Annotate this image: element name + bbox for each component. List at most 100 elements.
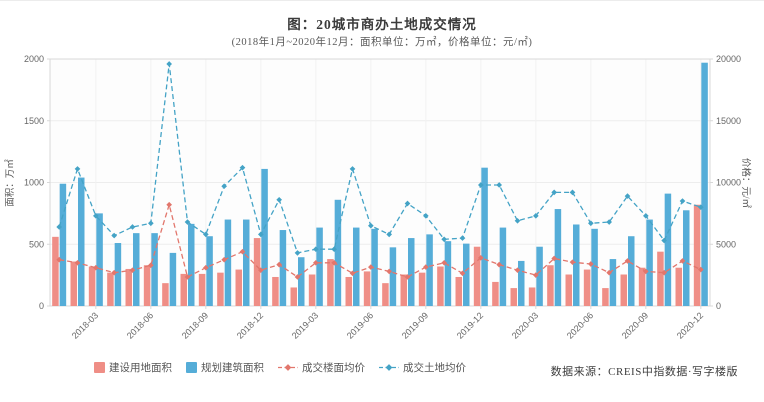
floor-avg-price-marker: [514, 267, 521, 274]
floor-avg-price-marker: [698, 266, 704, 273]
bar-construction-area: [70, 261, 77, 306]
bar-construction-area: [345, 276, 352, 306]
right-tick-label: 5000: [716, 239, 736, 249]
bar-construction-area: [107, 272, 114, 306]
floor-avg-price-line-marker-icon: [278, 363, 298, 372]
bar-construction-area: [253, 238, 261, 306]
legend-label: 规划建筑面积: [201, 362, 264, 374]
bar-construction-area: [327, 259, 334, 306]
bar-construction-area: [180, 273, 187, 306]
legend-item-land-avg-price: 成交土地均价: [379, 360, 466, 375]
land-avg-price-marker: [569, 189, 576, 196]
bar-planned-building-area: [114, 243, 122, 306]
legend-label: 成交土地均价: [403, 362, 466, 374]
x-tick-label: 2018-12: [235, 310, 265, 340]
bar-construction-area: [473, 246, 481, 306]
construction-area-swatch-icon: [94, 362, 105, 373]
bar-construction-area: [675, 267, 682, 306]
bar-planned-building-area: [426, 234, 433, 306]
bar-planned-building-area: [151, 233, 158, 306]
plot-border: [49, 58, 711, 307]
bar-construction-area: [125, 268, 132, 306]
x-tick-label: 2020-06: [565, 310, 595, 340]
land-avg-price-line-marker-icon: [379, 363, 399, 372]
bar-planned-building-area: [188, 223, 195, 306]
bar-planned-building-area: [499, 227, 507, 306]
land-avg-price-marker: [679, 198, 686, 204]
bar-planned-building-area: [169, 252, 177, 306]
bar-construction-area: [272, 276, 279, 306]
bar-construction-area: [565, 274, 572, 306]
right-tick-label: 0: [716, 301, 721, 311]
bar-construction-area: [52, 236, 59, 306]
bar-planned-building-area: [206, 236, 213, 306]
x-tick-label: 2019-12: [455, 310, 485, 340]
x-tick-label: 2019-03: [290, 310, 320, 340]
bar-planned-building-area: [683, 210, 690, 306]
land-avg-price-marker: [698, 204, 704, 211]
bar-planned-building-area: [628, 236, 635, 306]
bar-construction-area: [198, 273, 206, 306]
bar-planned-building-area: [334, 199, 342, 306]
x-tick-label: 2018-09: [180, 310, 210, 340]
bar-planned-building-area: [554, 209, 562, 306]
bar-construction-area: [400, 274, 407, 306]
bar-construction-area: [693, 204, 701, 306]
legend-item-floor-avg-price: 成交楼面均价: [278, 360, 365, 375]
floor-avg-price-marker: [606, 269, 612, 276]
chart-legend: 建设用地面积 规划建筑面积 成交楼面均价 成交土地均价: [0, 360, 560, 375]
planned-building-area-swatch-icon: [186, 362, 197, 373]
bar-planned-building-area: [316, 227, 323, 306]
bar-planned-building-area: [664, 193, 672, 306]
left-tick-label: 1000: [24, 178, 44, 188]
x-tick-label: 2020-12: [675, 310, 705, 340]
left-tick-label: 2000: [24, 54, 44, 64]
land-avg-price-marker: [643, 213, 649, 219]
legend-label: 成交楼面均价: [302, 362, 365, 374]
floor-avg-price-marker: [679, 258, 686, 264]
land-avg-price-marker: [514, 217, 521, 224]
right-tick-label: 15000: [716, 116, 741, 126]
bar-planned-building-area: [261, 168, 268, 306]
bar-planned-building-area: [59, 183, 67, 306]
bar-planned-building-area: [224, 219, 232, 306]
bar-planned-building-area: [609, 259, 617, 306]
bar-planned-building-area: [536, 246, 543, 306]
land-avg-price-marker: [533, 213, 539, 219]
bar-construction-area: [492, 281, 499, 306]
bar-construction-area: [602, 288, 609, 306]
bar-planned-building-area: [444, 241, 452, 306]
bar-planned-building-area: [591, 228, 598, 306]
floor-avg-price-marker: [624, 258, 631, 264]
x-tick-label: 2019-06: [345, 310, 375, 340]
chart-subtitle: (2018年1月~2020年12月：面积单位：万㎡，价格单位：元/㎡): [231, 37, 533, 48]
bar-planned-building-area: [133, 233, 140, 306]
land-avg-price-marker: [588, 220, 594, 227]
bar-planned-building-area: [243, 219, 250, 306]
bar-construction-area: [437, 266, 444, 306]
bar-planned-building-area: [371, 228, 378, 306]
bar-construction-area: [510, 288, 517, 306]
bar-construction-area: [308, 274, 316, 306]
x-tick-label: 2018-06: [125, 310, 155, 340]
bar-planned-building-area: [279, 230, 287, 306]
bar-construction-area: [547, 265, 554, 306]
data-source: 数据来源：CREIS中指数据·写字楼版: [550, 366, 738, 378]
left-tick-label: 1500: [24, 116, 44, 126]
bar-planned-building-area: [96, 213, 103, 306]
bar-construction-area: [382, 283, 389, 306]
bar-planned-building-area: [481, 167, 488, 306]
bar-planned-building-area: [573, 224, 580, 306]
floor-avg-price-marker: [551, 255, 557, 262]
floor-avg-price-marker: [643, 268, 649, 275]
bar-planned-building-area: [463, 243, 470, 306]
left-tick-label: 0: [39, 301, 44, 311]
x-tick-label: 2020-09: [620, 310, 650, 340]
bar-construction-area: [583, 269, 591, 306]
legend-label: 建设用地面积: [109, 362, 172, 374]
bar-construction-area: [657, 251, 664, 306]
bar-planned-building-area: [389, 247, 397, 306]
bar-construction-area: [217, 272, 224, 306]
floor-avg-price-marker: [661, 269, 667, 276]
right-tick-label: 10000: [716, 178, 741, 188]
